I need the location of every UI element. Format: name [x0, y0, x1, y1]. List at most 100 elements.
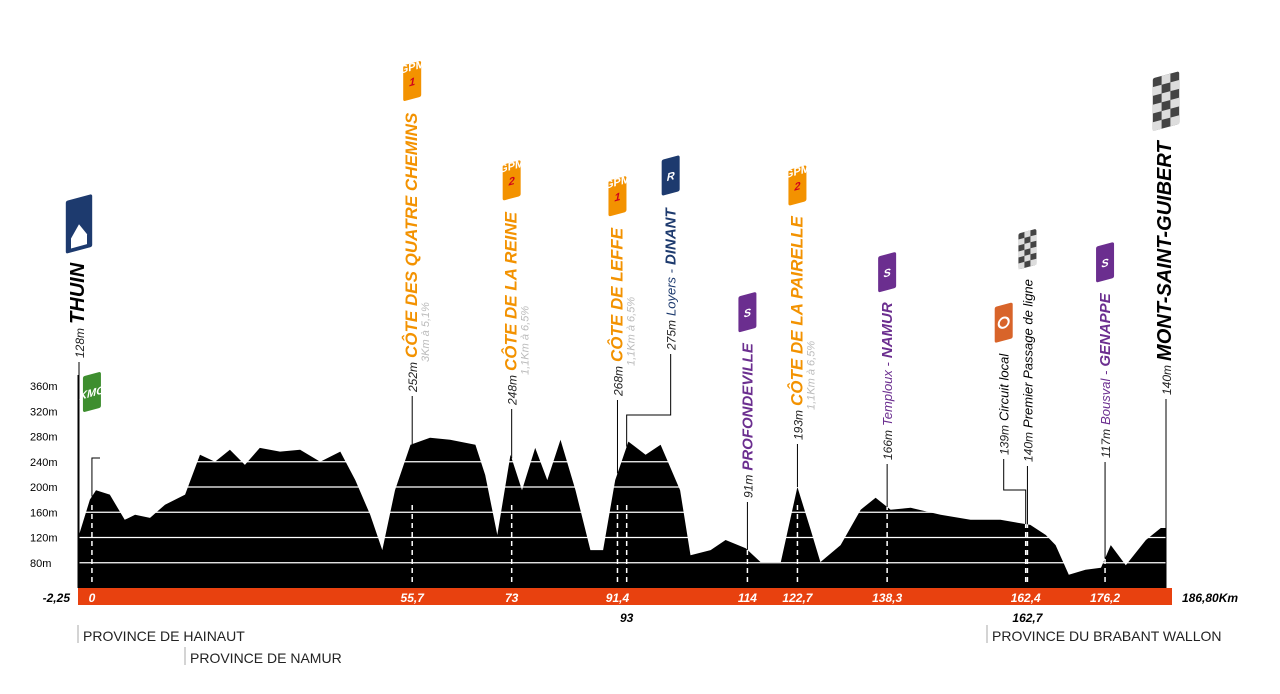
- altitude: 140m: [1021, 432, 1035, 462]
- badge-shape: [403, 61, 422, 101]
- x-tick-label: 91,4: [606, 591, 630, 605]
- y-tick-label: 360m: [30, 381, 58, 393]
- waypoint-label: 140m MONT-SAINT-GUIBERT: [1154, 140, 1176, 395]
- altitude: 252m: [406, 362, 420, 393]
- badge-text: S: [1101, 257, 1109, 271]
- y-tick-label: 80m: [30, 558, 51, 570]
- badge-text: S: [744, 307, 752, 321]
- place-prefix: Bousval -: [1098, 370, 1113, 425]
- badge-text: S: [883, 267, 891, 281]
- badge: [994, 302, 1013, 343]
- waypoint-label: 193m CÔTE DE LA PAIRELLE: [787, 215, 806, 440]
- badge-text: 1: [409, 76, 415, 89]
- place-name: GENAPPE: [1097, 292, 1114, 366]
- place-name: MONT-SAINT-GUIBERT: [1154, 140, 1176, 361]
- checker: [1152, 102, 1162, 114]
- waypoint-label: 166m Temploux - NAMUR: [879, 302, 896, 460]
- x-tick-label: 162,4: [1011, 591, 1041, 605]
- badge: KMO: [79, 372, 105, 412]
- place-name: PROFONDEVILLE: [739, 342, 756, 471]
- badge-shape: [1096, 242, 1115, 283]
- altitude: 166m: [881, 430, 895, 460]
- x-tick-label: 55,7: [401, 591, 426, 605]
- badge-shape: [878, 252, 897, 293]
- badge-shape: [502, 160, 521, 201]
- checker: [1024, 242, 1031, 250]
- y-tick-label: 200m: [30, 482, 58, 494]
- x-tick-label: 114: [738, 591, 757, 605]
- x-tick-label: 0: [89, 591, 96, 605]
- altitude: 91m: [741, 475, 755, 498]
- x-tick-label: 93: [620, 611, 634, 625]
- y-tick-label: 160m: [30, 507, 58, 519]
- badge-text: R: [667, 170, 675, 184]
- waypoint-label: 117m Bousval - GENAPPE: [1097, 292, 1114, 458]
- checker: [1152, 119, 1162, 132]
- checker: [1018, 249, 1025, 258]
- elevation-area: [79, 437, 1166, 588]
- place-name: CÔTE DE LEFFE: [607, 227, 626, 362]
- region-label: PROVINCE DE HAINAUT: [83, 628, 245, 644]
- badge: [1152, 71, 1180, 132]
- checker: [1030, 258, 1037, 267]
- place-prefix: Circuit local: [997, 353, 1012, 421]
- badge-shape: [82, 372, 101, 412]
- badge-shape: [738, 292, 757, 333]
- x-tick-label: 138,3: [872, 591, 902, 605]
- altitude: 268m: [611, 366, 625, 397]
- waypoint-label: 275m Loyers - DINANT: [663, 207, 680, 351]
- altitude: 275m: [665, 320, 679, 351]
- checker: [1030, 234, 1037, 243]
- badge-text: 2: [508, 175, 516, 189]
- ring-icon: [997, 316, 1010, 329]
- y-tick-label: 240m: [30, 457, 58, 469]
- checker: [1030, 246, 1037, 255]
- waypoint-label: 268m CÔTE DE LEFFE: [607, 227, 626, 397]
- checker: [1170, 97, 1180, 109]
- climb-detail: 1,1Km à 6,5%: [520, 306, 532, 375]
- badge: S: [738, 292, 757, 333]
- x-tick-label: 73: [505, 591, 519, 605]
- place-prefix: Premier Passage de ligne: [1020, 279, 1035, 428]
- y-tick-label: 120m: [30, 533, 58, 545]
- waypoint-label: 128m THUIN: [67, 262, 89, 358]
- checker: [1018, 261, 1025, 270]
- altitude: 139m: [998, 425, 1012, 455]
- badge: [65, 194, 93, 254]
- badge-shape: [661, 155, 680, 196]
- badge-text: 2: [793, 180, 801, 194]
- checker: [1161, 91, 1171, 103]
- waypoint-label: 248m CÔTE DE LA REINE: [502, 211, 521, 406]
- badge: S: [878, 252, 897, 293]
- checker: [1161, 108, 1171, 120]
- altitude: 193m: [791, 410, 805, 440]
- altitude: 117m: [1099, 429, 1113, 458]
- x-tick-label: 186,80Km: [1182, 591, 1238, 605]
- climb-detail: 3Km à 5,1%: [420, 302, 432, 362]
- place-name: CÔTE DE LA REINE: [502, 211, 521, 371]
- badge-shape: [788, 165, 807, 206]
- waypoint-label: 140m Premier Passage de ligne: [1020, 279, 1035, 462]
- badge-shape: [994, 302, 1013, 343]
- region-label: PROVINCE DE NAMUR: [190, 650, 342, 666]
- leader-line: [91, 457, 100, 497]
- place-prefix: Loyers -: [664, 268, 679, 316]
- altitude: 140m: [1160, 365, 1174, 395]
- leader-line: [1003, 459, 1027, 525]
- climb-detail: 1,1Km à 6,5%: [805, 341, 817, 410]
- altitude: 128m: [73, 328, 87, 358]
- altitude: 248m: [506, 375, 520, 406]
- checker: [1152, 84, 1162, 96]
- house-icon: [71, 224, 87, 249]
- checker: [1161, 73, 1171, 85]
- x-tick-label: 122,7: [782, 591, 813, 605]
- region-label: PROVINCE DU BRABANT WALLON: [992, 628, 1222, 644]
- place-name: NAMUR: [879, 302, 896, 358]
- checker: [1024, 230, 1031, 238]
- place-name: THUIN: [67, 262, 89, 324]
- place-name: DINANT: [663, 207, 680, 265]
- place-name: CÔTE DES QUATRE CHEMINS: [402, 112, 421, 358]
